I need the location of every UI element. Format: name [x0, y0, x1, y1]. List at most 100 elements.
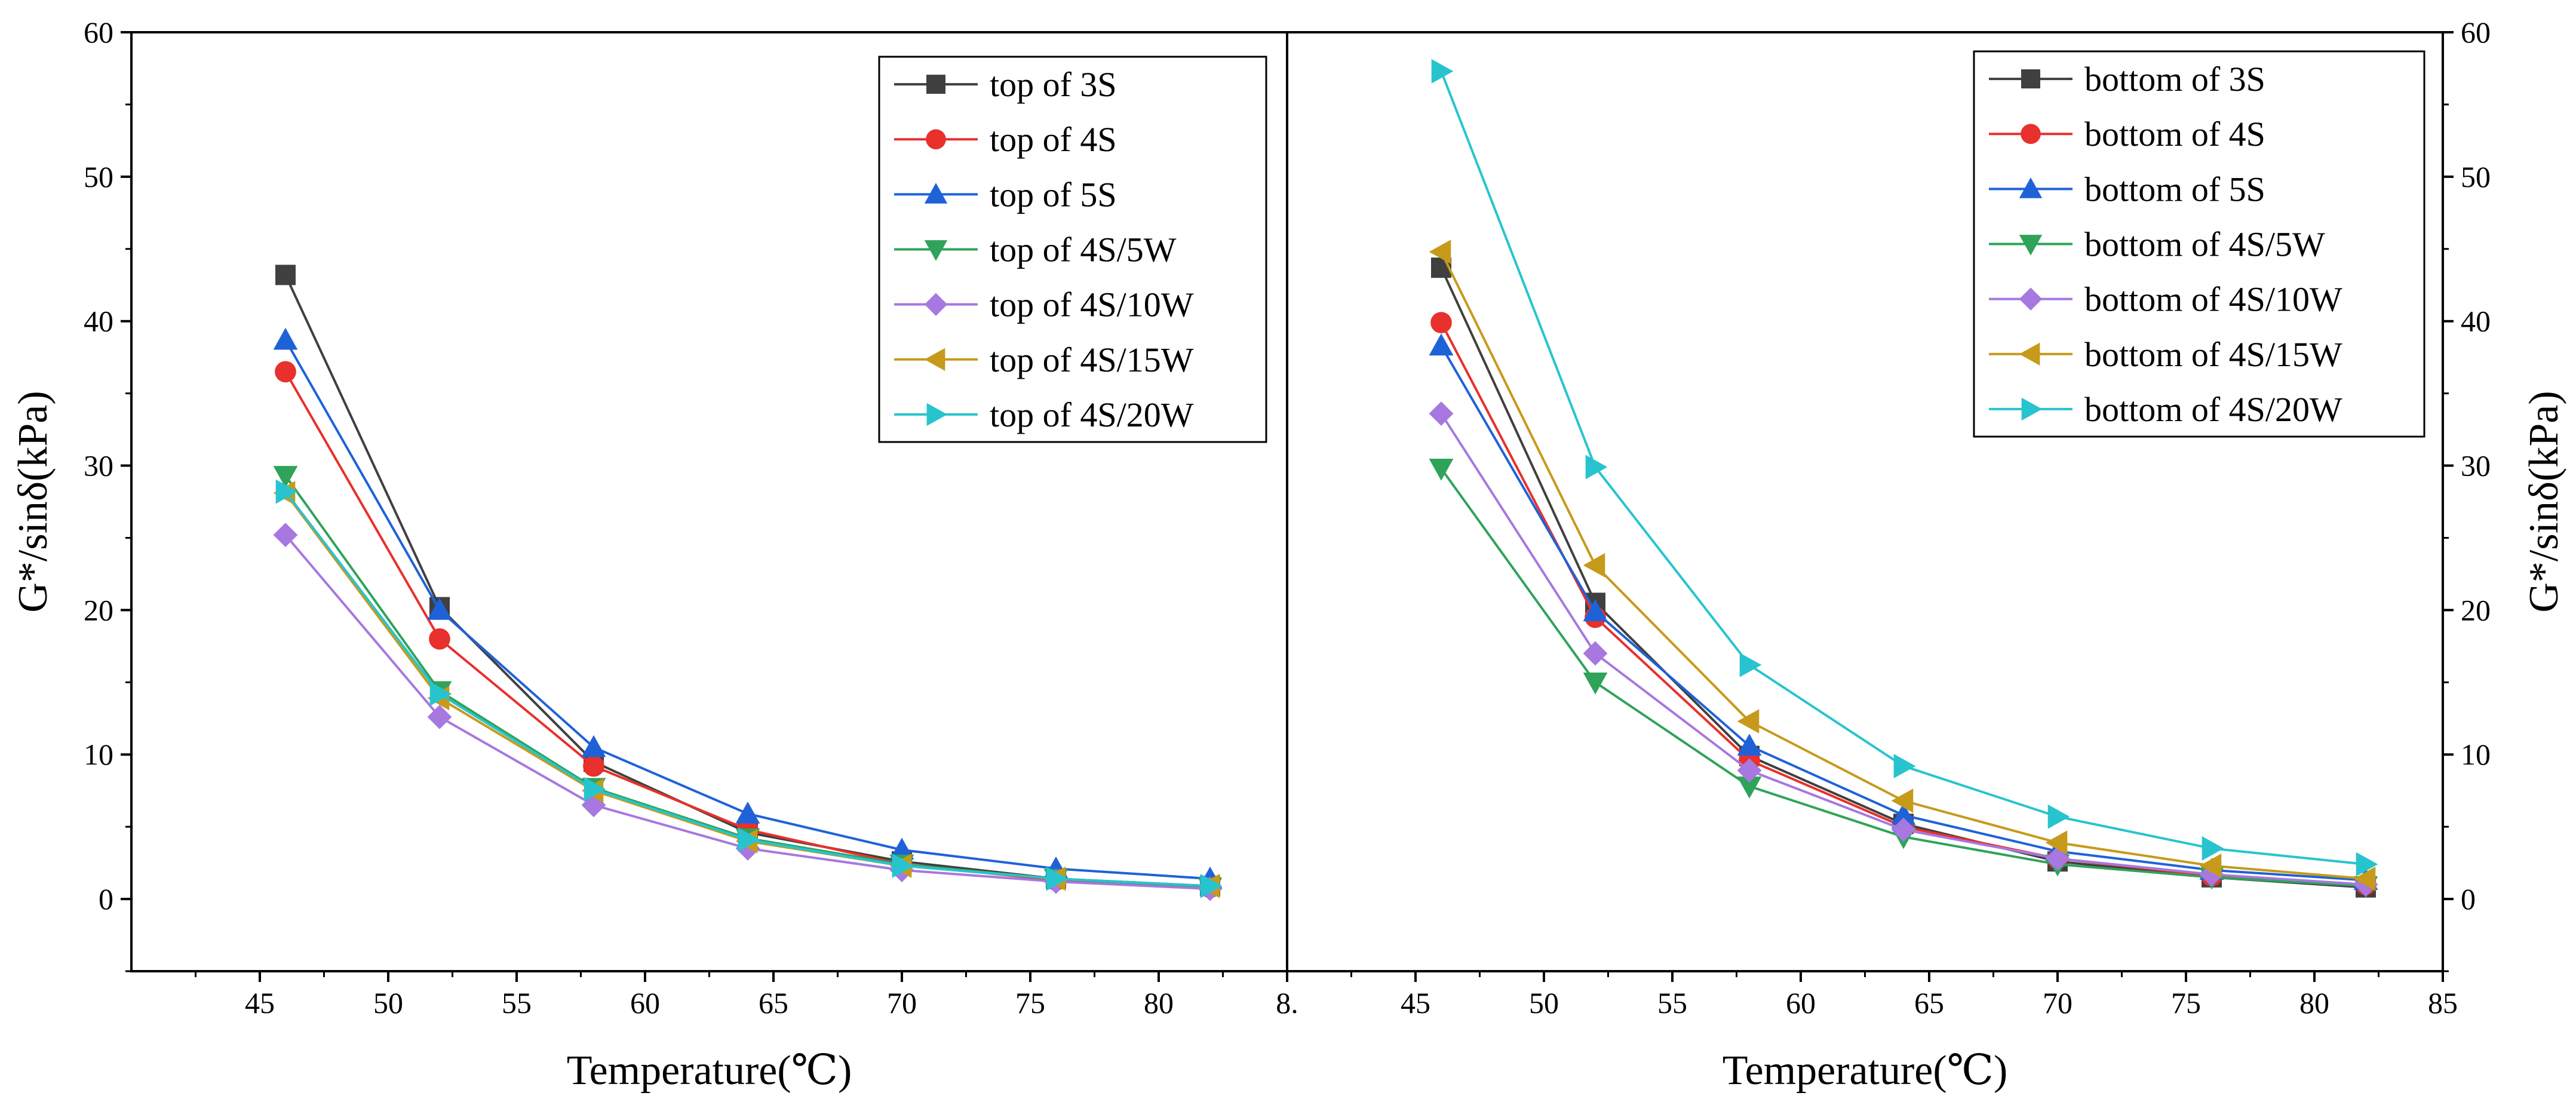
- x-tick-label: 55: [1657, 986, 1687, 1020]
- data-point: [275, 479, 298, 504]
- series-bottom-of-4s-20w: [1431, 59, 2378, 877]
- data-point: [429, 628, 450, 650]
- legend-label: top of 4S/10W: [990, 286, 1194, 324]
- series-bottom-of-4s-10w: [1429, 401, 2378, 897]
- legend-marker: [2021, 397, 2043, 421]
- data-point: [427, 704, 452, 729]
- y-axis-title: G*/sinδ(kPa): [10, 391, 56, 612]
- legend-item: top of 5S: [894, 175, 1117, 214]
- data-point: [1585, 455, 1608, 480]
- legend-marker: [924, 348, 945, 371]
- data-point: [273, 327, 298, 350]
- data-point: [1737, 758, 1762, 783]
- x-tick-label: 75: [1015, 986, 1045, 1020]
- data-point: [1200, 873, 1223, 898]
- data-point: [2199, 854, 2222, 878]
- legend-item: top of 4S/15W: [894, 340, 1194, 379]
- legend-item: top of 3S: [894, 65, 1117, 104]
- x-tick-label: 75: [2171, 986, 2201, 1020]
- data-point: [584, 776, 606, 802]
- legend: bottom of 3S bottom of 4S bottom of 5S bott…: [1973, 50, 2425, 438]
- legend-label: bottom of 4S/10W: [2084, 280, 2342, 319]
- legend-marker: [924, 183, 948, 204]
- x-tick-label: 45: [245, 986, 275, 1020]
- legend-label: bottom of 4S/15W: [2084, 335, 2342, 374]
- y-tick-label: 20: [84, 593, 113, 627]
- data-point: [2353, 866, 2376, 891]
- legend-marker: [924, 240, 948, 261]
- legend-label: top of 5S: [990, 175, 1117, 214]
- legend-marker: [2019, 342, 2040, 366]
- data-point: [2199, 862, 2224, 887]
- y-tick-label: 30: [84, 449, 113, 483]
- legend-marker: [2021, 124, 2041, 145]
- data-point: [427, 597, 452, 620]
- legend-label: bottom of 4S/5W: [2084, 225, 2325, 264]
- legend-marker: [2019, 235, 2043, 256]
- y-axis-title: G*/sinδ(kPa): [2521, 391, 2567, 612]
- legend-label: top of 3S: [990, 65, 1117, 104]
- x-tick-label: 80: [2299, 986, 2329, 1020]
- legend: top of 3S top of 4S top of 5S top of 4S/5W t…: [878, 56, 1267, 443]
- data-point: [1583, 641, 1608, 666]
- x-tick-label: 65: [1914, 986, 1944, 1020]
- legend-label: bottom of 5S: [2084, 170, 2265, 208]
- legend-label: top of 4S: [990, 120, 1117, 159]
- data-point: [1737, 733, 1762, 756]
- y-tick-label: 0: [99, 882, 113, 916]
- y-tick-label: 10: [2461, 738, 2491, 771]
- data-point: [1430, 312, 1452, 333]
- data-point: [1737, 709, 1760, 734]
- data-point: [1429, 333, 1454, 356]
- y-tick-label: 40: [2461, 305, 2491, 338]
- chart-panel-left: 45 50 55 60 65 70 75 80 8. 0 10 20 30 40 50 60 Temperatu…: [10, 16, 1298, 1094]
- legend-item: bottom of 4S: [1989, 115, 2265, 154]
- legend-marker: [2019, 177, 2043, 198]
- y-tick-label: 60: [2461, 16, 2491, 49]
- x-tick-label: 50: [373, 986, 403, 1020]
- data-point: [1891, 803, 1916, 825]
- y-tick-label: 20: [2461, 593, 2491, 627]
- data-point: [889, 837, 914, 860]
- data-point: [2045, 846, 2070, 871]
- data-point: [273, 523, 298, 548]
- legend-item: top of 4S: [894, 120, 1117, 159]
- data-point: [1737, 776, 1762, 799]
- x-tick-label: 50: [1529, 986, 1559, 1020]
- x-tick-label: 65: [759, 986, 788, 1020]
- data-point: [1739, 652, 1762, 677]
- data-point: [2356, 852, 2378, 877]
- legend-marker: [926, 403, 948, 426]
- data-point: [273, 466, 298, 488]
- x-tick-label: 8.: [1276, 986, 1298, 1020]
- data-point: [1583, 553, 1605, 578]
- data-point: [2047, 804, 2070, 829]
- x-axis-title: Temperature(℃): [1723, 1048, 2008, 1094]
- legend-item: bottom of 4S/10W: [1989, 280, 2342, 319]
- legend-marker: [2019, 287, 2043, 311]
- data-point: [2202, 836, 2224, 861]
- legend-label: bottom of 4S/20W: [2084, 390, 2342, 429]
- x-tick-label: 80: [1144, 986, 1174, 1020]
- data-point: [275, 265, 296, 286]
- legend-label: bottom of 4S: [2084, 115, 2265, 154]
- data-point: [275, 361, 296, 383]
- data-point: [1583, 599, 1608, 622]
- x-axis-title: Temperature(℃): [567, 1048, 852, 1094]
- y-tick-label: 10: [84, 738, 113, 771]
- y-tick-label: 30: [2461, 449, 2491, 483]
- data-point: [892, 854, 914, 878]
- legend-label: bottom of 3S: [2084, 60, 2265, 99]
- legend-label: top of 4S/5W: [990, 231, 1177, 269]
- chart-panel-right: 45 50 55 60 65 70 75 80 85 0 10 20 30 40 50 60 Temperatu…: [1286, 16, 2567, 1094]
- data-point: [1893, 754, 1916, 778]
- x-tick-label: 85: [2428, 986, 2458, 1020]
- legend-item: bottom of 4S/15W: [1989, 335, 2342, 374]
- legend-marker: [2021, 69, 2040, 89]
- legend-item: top of 4S/20W: [894, 395, 1194, 434]
- data-point: [1583, 672, 1608, 695]
- data-point: [1891, 817, 1916, 842]
- legend-label: top of 4S/15W: [990, 340, 1194, 379]
- data-point: [1429, 459, 1454, 481]
